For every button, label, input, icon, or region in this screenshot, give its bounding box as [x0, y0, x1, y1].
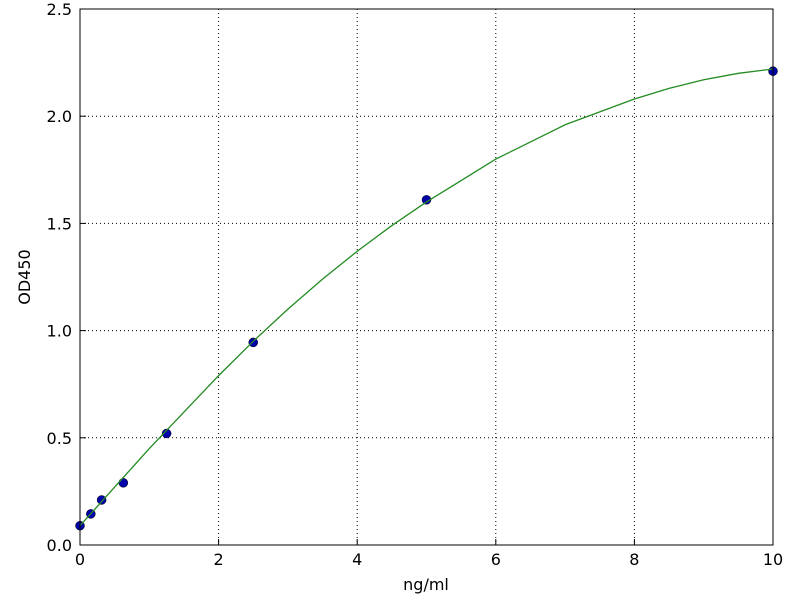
y-tick-label: 0.5 — [47, 429, 72, 448]
data-point — [248, 337, 258, 348]
x-tick-label: 4 — [352, 550, 362, 569]
x-tick-label: 6 — [491, 550, 501, 569]
x-tick-label: 0 — [75, 550, 85, 569]
x-tick-label: 2 — [214, 550, 224, 569]
x-tick-label: 10 — [763, 550, 783, 569]
data-point — [118, 478, 129, 488]
data-point — [96, 495, 107, 505]
y-tick-label: 2.5 — [47, 0, 72, 19]
plot-frame — [79, 8, 774, 546]
y-axis-label: OD450 — [15, 249, 34, 304]
x-tick-label: 8 — [629, 550, 639, 569]
y-tick-label: 1.0 — [47, 322, 72, 341]
data-point — [161, 428, 172, 439]
y-tick-label: 0.0 — [47, 536, 72, 555]
fit-curve — [79, 68, 774, 527]
y-tick-label: 1.5 — [47, 214, 72, 233]
x-axis-label: ng/ml — [403, 575, 449, 594]
y-tick-label: 2.0 — [47, 107, 72, 126]
